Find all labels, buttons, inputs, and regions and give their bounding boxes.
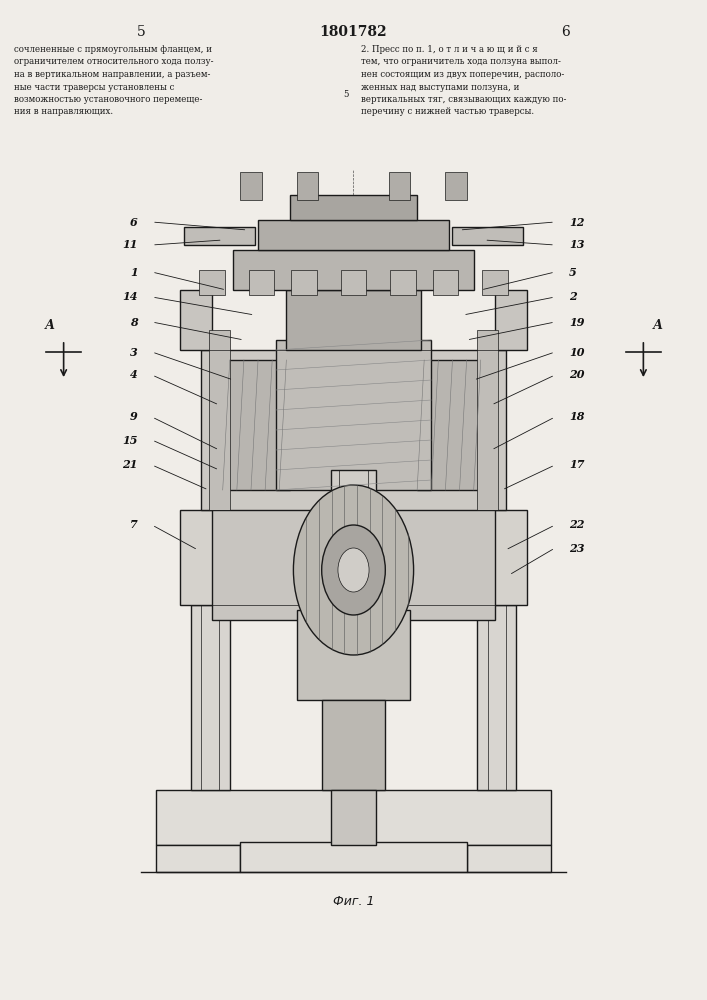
Text: 1: 1 <box>130 266 138 277</box>
Text: 4: 4 <box>130 369 138 380</box>
Bar <box>291 270 317 295</box>
Bar <box>212 490 495 620</box>
Text: 2: 2 <box>569 292 577 302</box>
Bar <box>209 330 230 510</box>
Bar <box>297 610 410 700</box>
Bar <box>322 700 385 790</box>
Text: 14: 14 <box>122 292 138 302</box>
Text: 12: 12 <box>569 217 585 228</box>
Text: 5: 5 <box>344 90 349 99</box>
Bar <box>191 605 230 790</box>
Text: 17: 17 <box>569 460 585 471</box>
Bar <box>452 227 523 245</box>
Bar <box>240 842 467 872</box>
Bar <box>477 605 516 790</box>
Bar <box>482 270 508 295</box>
Bar <box>341 270 366 295</box>
Circle shape <box>322 525 385 615</box>
Text: 5: 5 <box>137 25 146 39</box>
Text: 5: 5 <box>569 266 577 277</box>
Bar <box>445 172 467 200</box>
Text: 20: 20 <box>569 369 585 380</box>
Bar <box>240 172 262 200</box>
Bar <box>258 220 449 250</box>
Bar <box>389 172 410 200</box>
Text: 6: 6 <box>130 217 138 228</box>
Text: А: А <box>653 319 662 332</box>
Text: 8: 8 <box>130 316 138 328</box>
Text: 15: 15 <box>122 434 138 446</box>
Text: 19: 19 <box>569 316 585 328</box>
Circle shape <box>338 548 369 592</box>
Bar <box>233 250 474 290</box>
Bar <box>156 790 551 845</box>
Text: 11: 11 <box>122 239 138 250</box>
Text: 18: 18 <box>569 412 585 422</box>
Bar <box>156 845 240 872</box>
Bar <box>184 227 255 245</box>
Bar <box>467 845 551 872</box>
Bar <box>249 270 274 295</box>
Text: 21: 21 <box>122 460 138 471</box>
Bar <box>495 290 527 350</box>
Text: 13: 13 <box>569 239 585 250</box>
Text: 23: 23 <box>569 542 585 554</box>
Bar <box>331 790 376 845</box>
Text: 7: 7 <box>130 520 138 530</box>
Bar <box>276 340 431 490</box>
Bar <box>331 470 376 670</box>
Bar <box>223 360 290 490</box>
Bar <box>180 510 527 605</box>
Text: А: А <box>45 319 54 332</box>
Text: 6: 6 <box>561 25 570 39</box>
Bar <box>390 270 416 295</box>
Text: 9: 9 <box>130 412 138 422</box>
Bar <box>290 195 417 220</box>
Bar <box>199 270 225 295</box>
Bar <box>201 350 506 510</box>
Bar <box>433 270 458 295</box>
Bar <box>286 290 421 350</box>
Text: Фиг. 1: Фиг. 1 <box>333 895 374 908</box>
Text: 10: 10 <box>569 347 585 358</box>
Text: 1801782: 1801782 <box>320 25 387 39</box>
Bar <box>417 360 484 490</box>
Bar <box>180 290 212 350</box>
Text: 2. Пресс по п. 1, о т л и ч а ю щ и й с я
тем, что ограничитель хода ползуна вып: 2. Пресс по п. 1, о т л и ч а ю щ и й с … <box>361 45 566 116</box>
Bar <box>477 330 498 510</box>
Text: сочлененные с прямоугольным фланцем, и
ограничителем относительного хода ползу-
: сочлененные с прямоугольным фланцем, и о… <box>14 45 214 116</box>
Text: 3: 3 <box>130 347 138 358</box>
Text: 22: 22 <box>569 520 585 530</box>
Bar <box>297 172 318 200</box>
Circle shape <box>293 485 414 655</box>
